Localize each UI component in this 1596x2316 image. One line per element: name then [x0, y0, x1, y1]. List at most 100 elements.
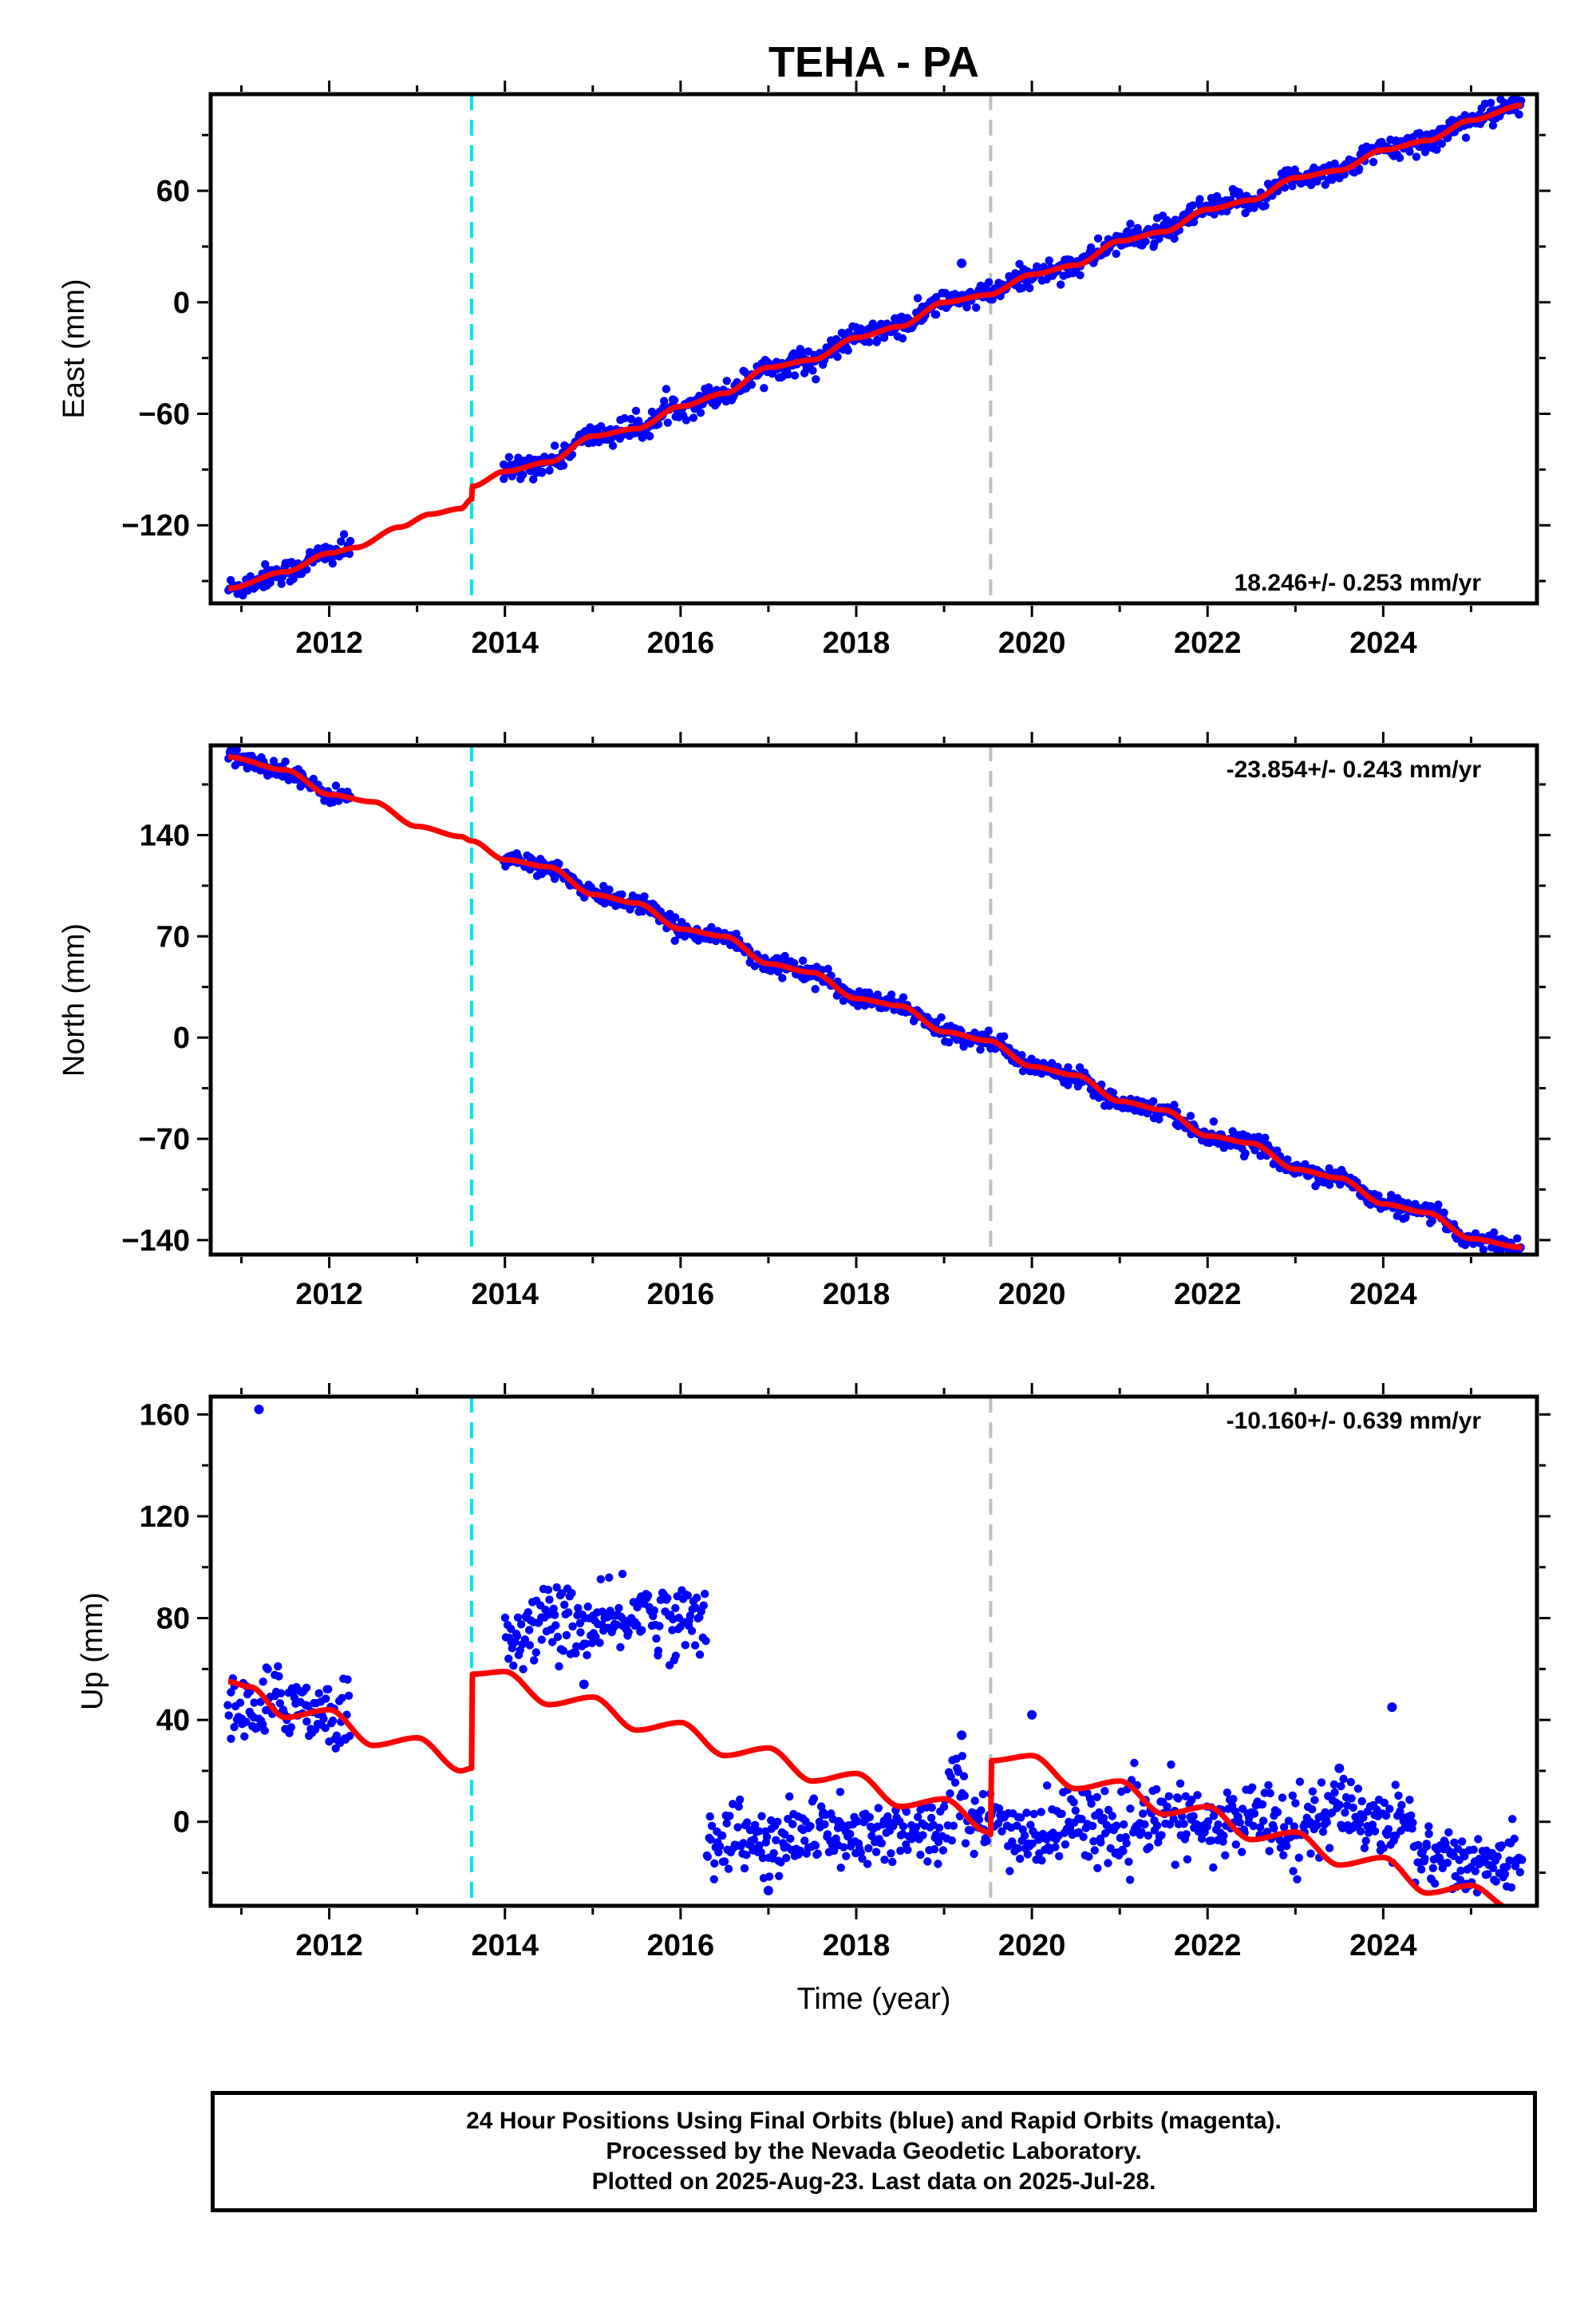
data-point	[1057, 1809, 1066, 1818]
data-point	[938, 1846, 948, 1855]
data-point	[500, 1613, 510, 1622]
data-point	[1175, 1779, 1185, 1788]
data-point	[959, 1042, 968, 1051]
data-point	[1022, 1808, 1031, 1817]
data-point	[1385, 1804, 1394, 1813]
data-point	[1090, 1846, 1100, 1855]
data-point	[701, 1636, 710, 1646]
data-point	[1412, 152, 1421, 161]
data-point	[281, 757, 290, 766]
data-point	[1164, 1792, 1174, 1800]
data-point	[1283, 1155, 1292, 1164]
data-point	[784, 370, 792, 379]
data-point	[1093, 1863, 1102, 1872]
data-point	[780, 951, 789, 961]
data-point	[671, 1603, 680, 1613]
data-point	[275, 1672, 283, 1681]
data-point	[1250, 1809, 1259, 1818]
y-tick-label: 70	[156, 920, 190, 954]
data-point	[1461, 133, 1471, 142]
data-point	[266, 579, 275, 587]
y-tick-label: −70	[139, 1123, 190, 1156]
data-point	[722, 1819, 731, 1828]
data-point	[1214, 1820, 1223, 1829]
data-point	[551, 1621, 560, 1630]
data-point	[898, 334, 907, 343]
y-tick-label: 120	[140, 1500, 190, 1534]
data-point	[681, 416, 691, 425]
data-point	[1122, 1839, 1131, 1848]
data-point	[984, 1026, 994, 1035]
data-point	[1291, 1799, 1300, 1808]
data-point	[553, 1632, 563, 1642]
x-tick-label: 2022	[1174, 626, 1242, 660]
data-point	[1048, 1058, 1057, 1068]
data-point	[302, 565, 311, 574]
data-point	[927, 1803, 936, 1812]
data-point	[652, 1634, 661, 1643]
data-point	[1325, 1164, 1333, 1173]
data-point	[1029, 1809, 1038, 1819]
data-point	[328, 1716, 338, 1725]
data-point	[1428, 1216, 1436, 1226]
data-point	[595, 1638, 604, 1647]
x-tick-label: 2022	[1174, 1278, 1242, 1311]
x-tick-label: 2020	[998, 1278, 1066, 1311]
data-point	[1369, 157, 1378, 167]
data-point	[934, 1824, 944, 1832]
data-point	[722, 377, 731, 385]
data-point	[1288, 1791, 1298, 1800]
data-point	[778, 974, 787, 982]
data-point	[836, 1788, 845, 1796]
data-point	[1051, 1843, 1060, 1852]
data-point	[880, 1856, 889, 1864]
data-point	[1182, 1830, 1191, 1839]
data-point	[596, 1575, 605, 1584]
data-point	[516, 1620, 526, 1629]
data-point	[1139, 1809, 1148, 1818]
data-point	[985, 278, 994, 287]
data-point	[1013, 1844, 1023, 1853]
data-point	[899, 1822, 908, 1831]
data-point	[710, 1859, 719, 1868]
data-point	[863, 1860, 872, 1868]
data-point	[564, 1608, 573, 1617]
data-point	[860, 1001, 869, 1010]
data-point	[873, 335, 882, 344]
data-point	[813, 1849, 822, 1858]
outlier-point	[1334, 1763, 1345, 1773]
data-point	[1457, 1837, 1467, 1846]
data-point	[1424, 1822, 1433, 1831]
data-point	[1391, 1780, 1400, 1789]
data-point	[1491, 1877, 1500, 1886]
east-rate-label: 18.246+/- 0.253 mm/yr	[1235, 570, 1482, 596]
data-point	[1500, 1870, 1510, 1879]
data-point	[276, 1689, 286, 1697]
data-point	[1440, 1208, 1448, 1217]
data-point	[1241, 1149, 1250, 1158]
data-point	[620, 413, 629, 423]
north-rate-label: -23.854+/- 0.243 mm/yr	[1227, 757, 1482, 783]
data-point	[923, 1857, 932, 1866]
data-point	[343, 1675, 352, 1684]
data-point	[260, 1726, 269, 1735]
data-point	[1079, 1832, 1088, 1841]
data-point	[874, 1804, 883, 1812]
data-point	[926, 1813, 936, 1823]
data-point	[1270, 1824, 1278, 1832]
data-point	[970, 1849, 978, 1859]
data-point	[806, 1822, 815, 1831]
data-point	[1443, 1859, 1452, 1867]
data-point	[896, 1846, 905, 1856]
data-point	[1126, 219, 1135, 228]
data-point	[970, 1796, 979, 1805]
data-point	[339, 530, 349, 539]
data-point	[947, 1836, 957, 1845]
data-point	[670, 396, 679, 405]
data-point	[760, 384, 768, 393]
data-point	[1231, 1840, 1241, 1849]
data-point	[1020, 1831, 1029, 1840]
x-tick-label: 2024	[1349, 1278, 1417, 1311]
y-tick-label: 140	[140, 819, 190, 852]
data-point	[608, 441, 618, 450]
